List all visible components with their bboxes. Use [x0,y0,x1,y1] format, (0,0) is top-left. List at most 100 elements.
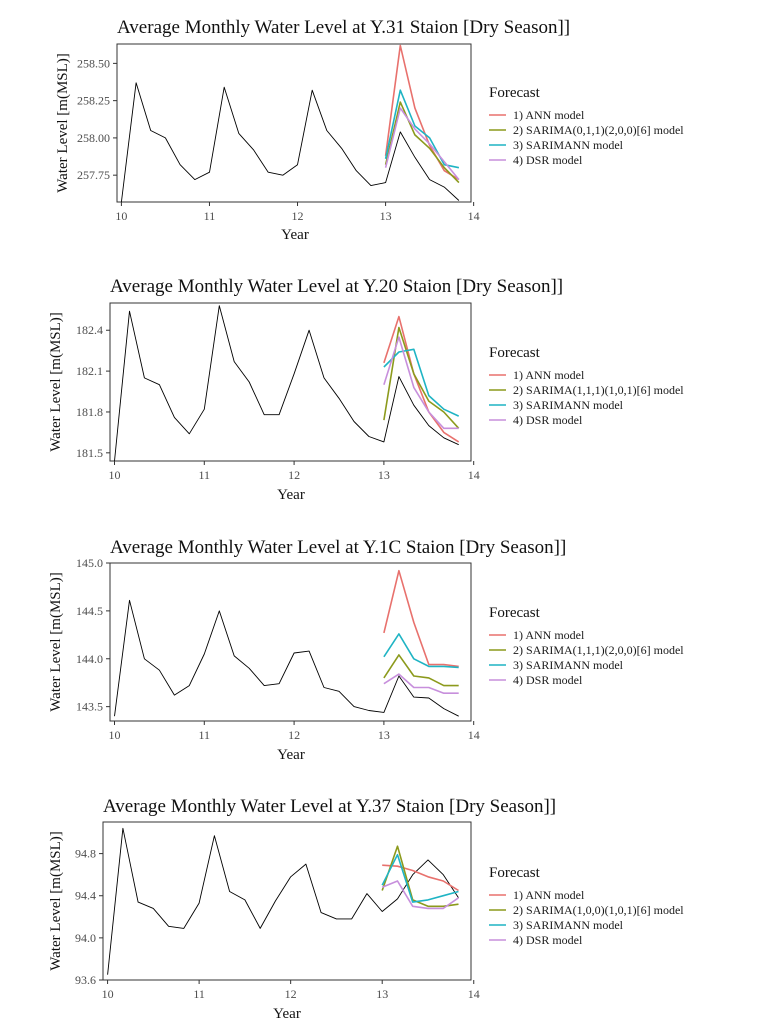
observed-series-line [120,82,460,203]
y-tick-label: 143.5 [76,700,103,714]
legend-entry-label: 3) SARIMANN model [513,398,624,412]
legend-entry-label: 2) SARIMA(1,0,0)(1,0,1)[6] model [513,903,684,917]
legend-entry-label: 3) SARIMANN model [513,138,624,152]
chart-panel-1: Average Monthly Water Level at Y.31 Stai… [55,17,684,243]
y-tick-label: 145.0 [76,556,103,570]
forecast-series-line-1 [383,569,459,668]
x-tick-label: 14 [468,728,480,742]
y-tick-label: 182.4 [76,323,103,337]
y-tick-label: 144.5 [76,604,103,618]
legend-entry-label: 3) SARIMANN model [513,918,624,932]
forecast-series-line-3 [383,348,460,417]
y-tick-label: 94.8 [75,847,96,861]
x-tick-label: 11 [193,987,205,1001]
forecast-series-line-4 [384,107,460,181]
x-axis-label: Year [277,747,305,763]
forecast-series-line-4 [381,880,459,910]
x-tick-label: 10 [115,209,127,223]
forecast-series-line-2 [383,654,459,687]
chart-panel-2: Average Monthly Water Level at Y.20 Stai… [48,276,684,503]
x-tick-label: 12 [292,209,304,223]
x-tick-label: 13 [376,987,388,1001]
legend-entry-label: 4) DSR model [513,673,583,687]
legend-title: Forecast [489,605,541,621]
forecast-series-line-1 [383,315,460,443]
legend-entry-label: 1) ANN model [513,888,585,902]
x-tick-label: 10 [108,468,120,482]
y-axis-label: Water Level [m(MSL)] [48,831,64,971]
chart-panel-4: Average Monthly Water Level at Y.37 Stai… [48,796,684,1022]
forecast-series-line-2 [384,101,460,184]
legend-entry-label: 3) SARIMANN model [513,658,624,672]
chart-title: Average Monthly Water Level at Y.31 Stai… [117,17,570,38]
legend-entry-label: 1) ANN model [513,368,585,382]
legend-entry-label: 2) SARIMA(0,1,1)(2,0,0)[6] model [513,123,684,137]
y-tick-label: 144.0 [76,652,103,666]
x-tick-label: 13 [380,209,392,223]
x-tick-label: 11 [199,728,211,742]
x-tick-label: 14 [468,468,480,482]
y-tick-label: 93.6 [75,973,96,987]
forecast-series-line-4 [383,673,459,695]
y-tick-label: 258.50 [77,56,110,70]
y-tick-label: 181.8 [76,405,103,419]
chart-title: Average Monthly Water Level at Y.20 Stai… [110,276,563,297]
plot-area [109,302,472,462]
x-tick-label: 12 [285,987,297,1001]
y-axis-label: Water Level [m(MSL)] [48,312,64,452]
forecast-series-line-3 [384,89,460,169]
y-tick-label: 257.75 [77,168,110,182]
x-tick-label: 13 [378,728,390,742]
x-tick-label: 13 [378,468,390,482]
y-tick-label: 258.25 [77,94,110,108]
y-axis-label: Water Level [m(MSL)] [55,53,71,193]
observed-series-line [114,305,459,462]
x-tick-label: 12 [288,728,300,742]
forecast-series-line-3 [383,633,459,669]
chart-title: Average Monthly Water Level at Y.1C Stai… [110,537,566,558]
x-tick-label: 11 [199,468,211,482]
legend-title: Forecast [489,865,541,881]
legend-title: Forecast [489,85,541,101]
y-tick-label: 94.0 [75,931,96,945]
y-tick-label: 182.1 [76,364,103,378]
forecast-series-line-1 [384,44,460,181]
x-tick-label: 10 [102,987,114,1001]
chart-title: Average Monthly Water Level at Y.37 Stai… [103,796,556,817]
plot-area [116,43,472,203]
x-axis-label: Year [277,487,305,503]
plot-area [109,562,472,722]
legend-entry-label: 2) SARIMA(1,1,1)(2,0,0)[6] model [513,643,684,657]
x-tick-label: 14 [468,209,480,223]
forecast-series-line-2 [383,326,460,429]
legend-entry-label: 4) DSR model [513,933,583,947]
forecast-series-line-3 [381,853,459,903]
chart-panel-3: Average Monthly Water Level at Y.1C Stai… [48,537,684,763]
forecast-series-line-1 [382,864,459,892]
legend-title: Forecast [489,345,541,361]
legend-entry-label: 1) ANN model [513,628,585,642]
x-axis-label: Year [273,1006,301,1022]
x-tick-label: 10 [108,728,120,742]
x-tick-label: 12 [288,468,300,482]
x-axis-label: Year [281,227,309,243]
y-tick-label: 258.00 [77,131,110,145]
legend-entry-label: 2) SARIMA(1,1,1)(1,0,1)[6] model [513,383,684,397]
y-tick-label: 181.5 [76,446,103,460]
x-tick-label: 11 [204,209,216,223]
observed-series-line [114,599,459,717]
legend-entry-label: 4) DSR model [513,153,583,167]
y-axis-label: Water Level [m(MSL)] [48,572,64,712]
y-tick-label: 94.4 [75,889,96,903]
x-tick-label: 14 [468,987,480,1001]
observed-series-line [107,827,459,975]
legend-entry-label: 4) DSR model [513,413,583,427]
forecast-series-line-2 [381,845,459,908]
forecast-series-line-4 [383,336,459,430]
plot-area [102,821,472,981]
